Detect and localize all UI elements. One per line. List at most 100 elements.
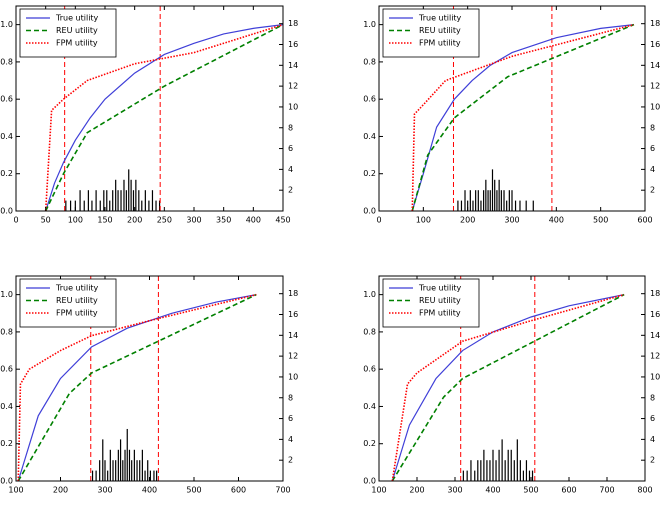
x-tick-label: 300 [504,216,519,225]
legend-label: FPM utility [56,39,98,48]
histogram-bar [117,190,119,211]
histogram-bar [99,200,101,211]
histogram-bar [79,190,81,211]
histogram-bar [139,460,141,481]
x-tick-label: 100 [68,216,83,225]
x-tick-label: 350 [216,216,231,225]
legend-label: True utility [55,14,99,23]
y2-tick-label: 16 [288,310,298,319]
histogram-bar [466,470,468,481]
y2-tick-label: 2 [650,186,655,195]
histogram-bar [136,460,138,481]
x-tick-label: 700 [599,486,614,495]
histogram-bar [158,200,161,211]
x-tick-label: 0 [376,216,381,225]
y-tick-label: 0.8 [0,327,13,336]
y2-tick-label: 18 [288,289,298,298]
histogram-bar [135,179,137,211]
y2-tick-label: 18 [650,19,660,28]
y-tick-label: 0.6 [0,95,13,104]
histogram-bar [91,200,93,211]
y2-tick-label: 18 [650,289,660,298]
histogram-bar [495,460,497,481]
x-tick-label: 300 [186,216,201,225]
y2-tick-label: 14 [650,331,660,340]
histogram-bar [106,190,108,211]
y-tick-label: 0.4 [0,132,13,141]
x-tick-label: 200 [53,486,68,495]
x-tick-label: 200 [409,486,424,495]
histogram-bar [95,190,97,211]
histogram-bar [467,200,469,211]
histogram-bar [508,190,510,211]
histogram-bar [104,460,106,481]
subplot: 100 200 300 400 500 600 700 0.0 0.2 0.4 0.6 0.8 1.0 2… [0,275,298,495]
histogram-bar [528,470,531,481]
histogram-bar [123,179,125,211]
y2-tick-label: 2 [288,186,293,195]
x-tick-label: 700 [275,486,290,495]
x-tick-label: 600 [637,216,652,225]
y2-tick-label: 12 [650,352,660,361]
legend-label: REU utility [56,296,98,305]
histogram-bar [464,190,466,211]
histogram-bar [132,190,135,211]
y-tick-label: 0.0 [363,477,376,486]
histogram-bar [141,200,143,211]
histogram-bar [480,460,482,481]
histogram-bar [126,428,128,481]
utility-line [411,23,635,212]
legend: True utility REU utility FPM utility [382,278,480,328]
histogram-bar [109,200,111,211]
y-tick-label: 0.4 [363,402,376,411]
histogram-bar [457,200,459,211]
histogram-bar [144,470,146,481]
y2-tick-label: 6 [288,414,293,423]
utility-line [17,293,257,482]
y2-tick-label: 6 [288,144,293,153]
histogram-bar [522,470,524,481]
y2-tick-label: 2 [650,456,655,465]
legend-box [19,8,117,58]
histogram-bar [91,470,94,481]
y-tick-label: 0.0 [0,207,13,216]
histogram-bar [474,470,476,481]
histogram-bar [519,200,521,211]
x-tick-label: 500 [593,216,608,225]
x-tick-label: 600 [561,486,576,495]
legend-label: FPM utility [419,39,461,48]
histogram-bar [532,200,534,211]
x-tick-label: 200 [460,216,475,225]
y-tick-label: 0.8 [363,327,376,336]
histogram-bar [87,190,89,211]
y-tick-label: 0.0 [0,477,13,486]
histogram-bar [506,200,508,211]
histogram-bar [514,200,517,211]
x-tick-label: 400 [549,216,564,225]
axes-frame [15,5,284,212]
x-tick-label: 100 [416,216,431,225]
y2-tick-label: 2 [288,456,293,465]
histogram-bar [472,200,474,211]
legend-label: REU utility [56,26,98,35]
histogram-bar [531,470,534,481]
histogram-bar [494,179,496,211]
histogram-bar [485,179,487,211]
histogram-bar [138,190,140,211]
histogram-bar [109,449,111,481]
histogram-bar [131,460,133,481]
histogram-bar [501,439,503,481]
histogram-bar [99,460,101,481]
histogram-bar [516,439,518,481]
y2-tick-label: 6 [650,414,655,423]
y2-tick-label: 8 [288,393,293,402]
utility-line [17,294,257,482]
histogram-bar [489,190,491,211]
utility-line [391,294,625,482]
legend-label: REU utility [419,296,461,305]
histogram-bar [119,439,122,481]
y2-tick-label: 10 [650,372,660,381]
histogram-bar [487,190,489,211]
histogram-bar [133,449,135,481]
histogram-bar [486,460,488,481]
